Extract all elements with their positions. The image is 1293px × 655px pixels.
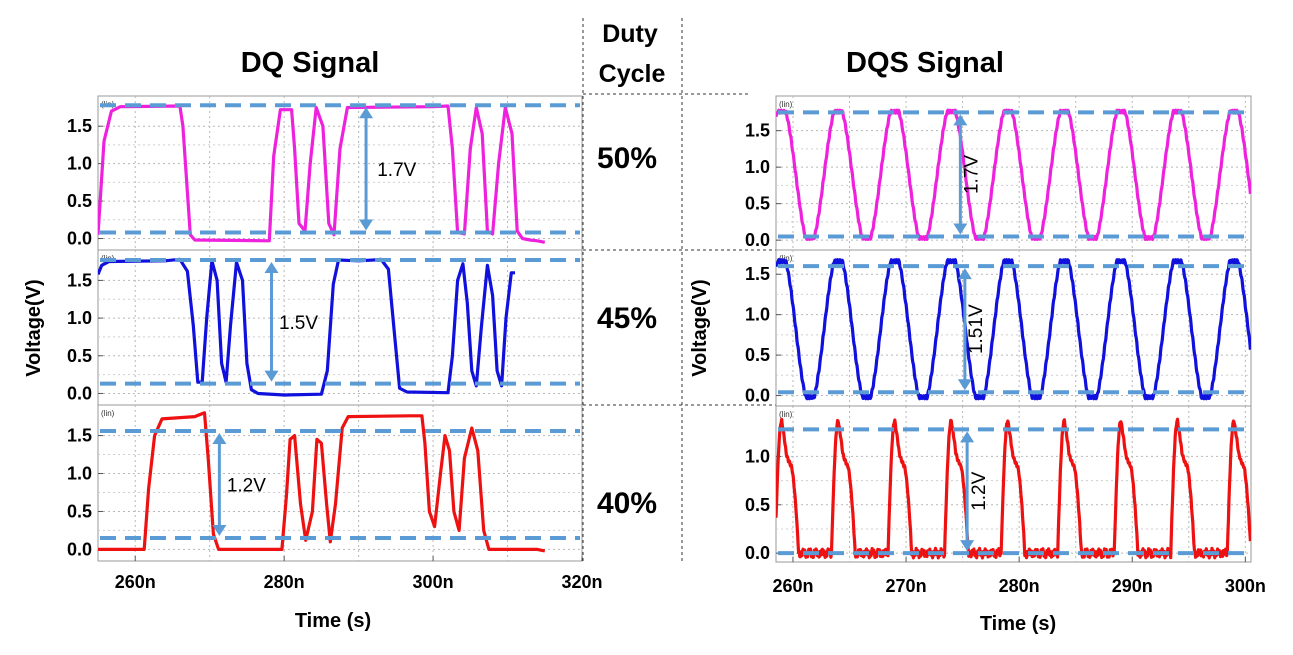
swing-arrow-head-up xyxy=(264,262,279,274)
x-tick-label: 260n xyxy=(772,576,813,596)
swing-arrow-head-down xyxy=(960,540,975,552)
y-tick-label: 1.0 xyxy=(745,305,770,325)
lin-label: (lin) xyxy=(779,410,793,419)
dqs-chart: 0.0 0.5 1.0 1.5 (lin) 1.7V 0.0 0.5 1.0 1.5 (lin) 1.… xyxy=(745,95,1266,596)
panel-frame xyxy=(97,95,583,251)
dq-x-axis-label: Time (s) xyxy=(295,610,371,632)
y-tick-label: 0.0 xyxy=(745,543,770,563)
y-tick-label: 0.0 xyxy=(67,539,92,559)
y-tick-label: 1.5 xyxy=(745,121,770,141)
dqs-x-axis-label: Time (s) xyxy=(980,613,1056,635)
y-tick-label: 0.5 xyxy=(745,495,770,515)
swing-arrow-head-down xyxy=(953,223,968,235)
swing-arrow-head-down xyxy=(957,379,972,391)
y-tick-label: 1.0 xyxy=(67,154,92,174)
dq-title: DQ Signal xyxy=(241,47,380,79)
y-tick-label: 0.0 xyxy=(67,383,92,403)
y-tick-label: 1.0 xyxy=(745,157,770,177)
y-tick-label: 0.5 xyxy=(745,194,770,214)
swing-arrow-head-up xyxy=(359,107,374,119)
dqs-title: DQS Signal xyxy=(846,47,1004,79)
swing-arrow-head-up xyxy=(212,433,227,445)
x-tick-label: 300n xyxy=(1225,576,1266,596)
dqs-y-axis-label: Voltage(V) xyxy=(689,279,711,376)
duty-cycle-50: 50% xyxy=(597,142,657,175)
waveform-40% xyxy=(98,411,546,553)
lin-label: (lin) xyxy=(779,254,793,263)
y-tick-label: 0.5 xyxy=(67,191,92,211)
swing-arrow-head-down xyxy=(212,525,227,537)
x-tick-label: 320n xyxy=(561,572,602,592)
swing-arrow-head-up xyxy=(957,268,972,280)
y-tick-label: 0.5 xyxy=(67,501,92,521)
dq-y-axis-label: Voltage(V) xyxy=(23,279,45,376)
x-tick-label: 260n xyxy=(115,572,156,592)
waveform-40% xyxy=(776,417,1251,560)
dqs-panel-2: 0.0 0.5 1.0 (lin) 1.2V xyxy=(745,405,1252,563)
lin-label: (lin) xyxy=(101,409,115,418)
lin-label: (lin) xyxy=(779,100,793,109)
dqs-panel-1: 0.0 0.5 1.0 1.5 (lin) 1.51V xyxy=(745,249,1252,407)
y-tick-label: 1.5 xyxy=(67,116,92,136)
y-tick-label: 0.0 xyxy=(67,229,92,249)
waveform-50% xyxy=(776,108,1251,241)
swing-label: 1.7V xyxy=(961,155,982,194)
dq-chart: 0.0 0.5 1.0 1.5 (lin) 1.7V 0.0 0.5 1.0 1.5 (lin) 1.… xyxy=(67,95,603,592)
y-tick-label: 0.0 xyxy=(745,386,770,406)
dqs-panel-0: 0.0 0.5 1.0 1.5 (lin) 1.7V xyxy=(745,95,1252,251)
y-tick-label: 1.5 xyxy=(67,270,92,290)
swing-label: 1.51V xyxy=(966,304,987,354)
dq-panel-1: 0.00.51.01.5(lin)1.5V xyxy=(67,249,583,406)
duty-cycle-45: 45% xyxy=(597,302,657,335)
dq-panel-0: 0.00.51.01.5(lin)1.7V xyxy=(67,95,583,251)
swing-label: 1.5V xyxy=(279,313,318,334)
swing-label: 1.2V xyxy=(227,476,266,497)
duty-cycle-header-line2: Cycle xyxy=(599,60,666,88)
y-tick-label: 0.0 xyxy=(745,230,770,250)
y-tick-label: 1.5 xyxy=(67,426,92,446)
y-tick-label: 1.0 xyxy=(67,308,92,328)
duty-cycle-header-line1: Duty xyxy=(602,20,658,48)
swing-label: 1.7V xyxy=(377,160,416,181)
y-tick-label: 1.0 xyxy=(745,446,770,466)
swing-arrow-head-down xyxy=(359,219,374,231)
x-tick-label: 290n xyxy=(1112,576,1153,596)
swing-arrow-head-down xyxy=(264,370,279,382)
swing-arrow-head-up xyxy=(953,114,968,126)
y-tick-label: 1.5 xyxy=(745,264,770,284)
x-tick-label: 280n xyxy=(999,576,1040,596)
x-tick-label: 280n xyxy=(264,572,305,592)
x-tick-label: 300n xyxy=(413,572,454,592)
y-tick-label: 1.0 xyxy=(67,464,92,484)
y-tick-label: 0.5 xyxy=(67,346,92,366)
swing-label: 1.2V xyxy=(969,471,990,510)
swing-arrow-head-up xyxy=(960,431,975,443)
x-tick-label: 270n xyxy=(886,576,927,596)
dq-panel-2: 0.0 0.5 1.0 1.5 (lin) 1.2V xyxy=(67,404,583,562)
y-tick-label: 0.5 xyxy=(745,345,770,365)
waveform-50% xyxy=(98,104,546,244)
duty-cycle-40: 40% xyxy=(597,487,657,520)
